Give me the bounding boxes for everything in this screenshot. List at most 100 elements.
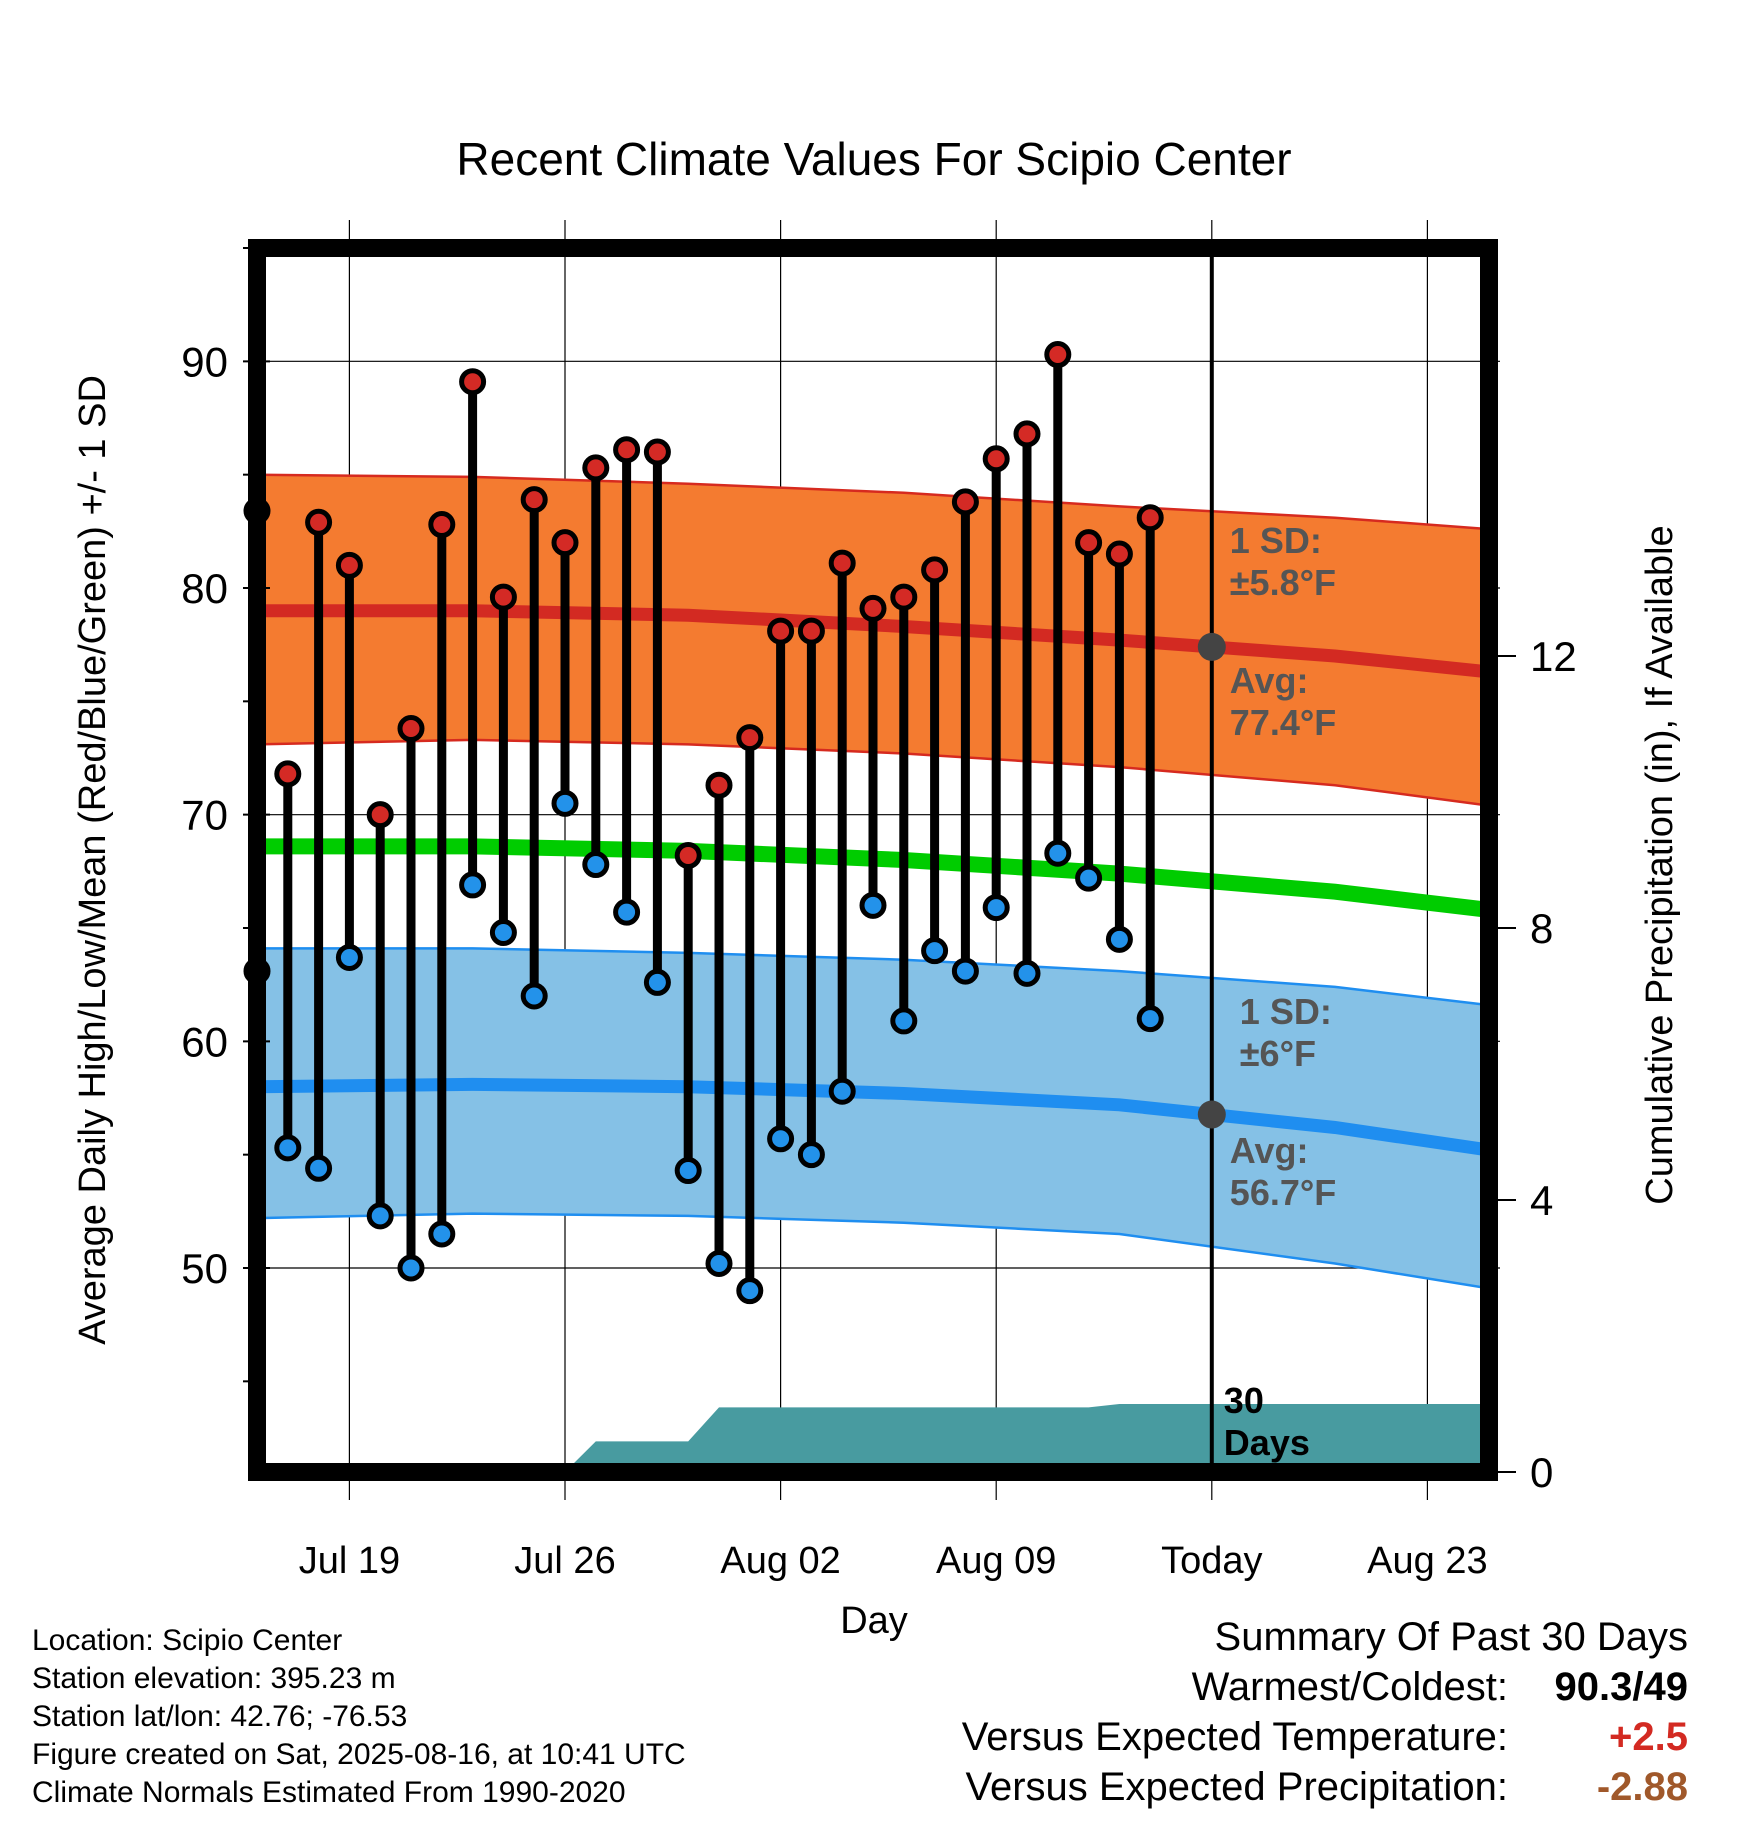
daily-high-point xyxy=(520,486,548,514)
chart-title: Recent Climate Values For Scipio Center xyxy=(456,133,1291,185)
y2-tick-label: 8 xyxy=(1530,905,1553,952)
daily-high-point xyxy=(890,583,918,611)
daily-low-point xyxy=(274,1134,302,1162)
daily-high-point xyxy=(582,454,610,482)
warmest-coldest-value: 90.3/49 xyxy=(1538,1662,1688,1712)
warmest-label: Warmest/Coldest: xyxy=(1191,1665,1508,1709)
daily-low-point xyxy=(982,894,1010,922)
observed-precip-area xyxy=(565,1404,1489,1472)
days-count-label: 30 xyxy=(1224,1380,1264,1421)
x-tick-label: Jul 26 xyxy=(514,1540,615,1582)
daily-high-point xyxy=(335,551,363,579)
daily-low-point xyxy=(705,1249,733,1277)
daily-low-point xyxy=(921,937,949,965)
x-tick-label: Aug 23 xyxy=(1367,1540,1487,1582)
precipitation-layer xyxy=(565,1404,1489,1472)
daily-low-point xyxy=(1136,1005,1164,1033)
daily-low-point xyxy=(890,1007,918,1035)
daily-high-point xyxy=(797,617,825,645)
low-normal-line xyxy=(257,1077,1489,1157)
axes: 50 60 70 80 90 0 4 8 12 Jul 19 Jul 26 Aug 02 Aug 09 T… xyxy=(181,247,1577,1582)
y2-tick-label: 12 xyxy=(1530,633,1577,680)
created-text: Figure created on Sat, 2025-08-16, at 10… xyxy=(32,1738,686,1771)
daily-low-point xyxy=(305,1154,333,1182)
x-tick-label: Today xyxy=(1161,1540,1262,1582)
x-tick-label: Aug 09 xyxy=(936,1540,1056,1582)
summary-precip-row: Versus Expected Precipitation: -2.88 xyxy=(962,1762,1688,1812)
summary-panel: Summary Of Past 30 Days Warmest/Coldest:… xyxy=(962,1612,1688,1812)
precip-value: -2.88 xyxy=(1596,1765,1688,1809)
daily-low-point xyxy=(613,898,641,926)
daily-low-point xyxy=(674,1157,702,1185)
daily-low-point xyxy=(859,891,887,919)
elevation-text: Station elevation: 395.23 m xyxy=(32,1662,396,1695)
station-info: Location: Scipio Center Station elevatio… xyxy=(32,1622,686,1812)
plot-frame xyxy=(248,239,1498,1481)
daily-low-point xyxy=(643,968,671,996)
low-sd-band-lower-edge xyxy=(257,1212,1489,1290)
high-avg-value: 77.4°F xyxy=(1230,702,1336,743)
y-axis-label: Average Daily High/Low/Mean (Red/Blue/Gr… xyxy=(72,375,114,1345)
daily-low-point xyxy=(797,1141,825,1169)
daily-high-point xyxy=(397,715,425,743)
high-sd-value: ±5.8°F xyxy=(1230,562,1336,603)
summary-temp-row: Versus Expected Temperature: +2.5 xyxy=(962,1712,1688,1762)
y2-axis-label: Cumulative Precipitation (in), If Availa… xyxy=(1639,525,1681,1204)
daily-low-point xyxy=(951,957,979,985)
low-sd-label: 1 SD: xyxy=(1240,991,1332,1032)
daily-high-point xyxy=(366,801,394,829)
daily-high-point xyxy=(1013,420,1041,448)
daily-low-point xyxy=(335,943,363,971)
high-sd-label: 1 SD: xyxy=(1230,520,1322,561)
temp-value: +2.5 xyxy=(1609,1715,1688,1759)
daily-low-point xyxy=(1075,864,1103,892)
daily-high-point xyxy=(274,760,302,788)
summary-title: Summary Of Past 30 Days xyxy=(962,1612,1688,1662)
daily-high-point xyxy=(859,594,887,622)
low-sd-band xyxy=(257,948,1489,1289)
today-layer xyxy=(1197,255,1226,1468)
normals-text: Climate Normals Estimated From 1990-2020 xyxy=(32,1776,626,1809)
daily-low-point xyxy=(767,1125,795,1153)
low-avg-value: 56.7°F xyxy=(1230,1172,1336,1213)
daily-high-point xyxy=(1136,504,1164,532)
y-tick-label: 60 xyxy=(181,1018,228,1065)
y2-tick-label: 0 xyxy=(1530,1449,1553,1496)
high-avg-label: Avg: xyxy=(1230,660,1309,701)
coldest-value: /49 xyxy=(1632,1665,1688,1709)
summary-title-text: Summary Of Past 30 Days xyxy=(1214,1615,1688,1659)
daily-high-point xyxy=(1044,341,1072,369)
daily-low-point xyxy=(736,1277,764,1305)
x-tick-label: Aug 02 xyxy=(720,1540,840,1582)
daily-low-point xyxy=(459,871,487,899)
low-avg-label: Avg: xyxy=(1230,1130,1309,1171)
daily-high-point xyxy=(767,617,795,645)
daily-high-point xyxy=(705,771,733,799)
daily-high-point xyxy=(921,556,949,584)
daily-high-point xyxy=(643,438,671,466)
daily-high-point xyxy=(982,445,1010,473)
daily-low-point xyxy=(1013,959,1041,987)
daily-low-point xyxy=(551,789,579,817)
daily-low-point xyxy=(397,1254,425,1282)
precip-label: Versus Expected Precipitation: xyxy=(965,1765,1508,1809)
daily-high-point xyxy=(1105,540,1133,568)
daily-high-point xyxy=(613,436,641,464)
daily-low-point xyxy=(428,1220,456,1248)
daily-high-point xyxy=(951,488,979,516)
daily-high-point xyxy=(489,583,517,611)
y-tick-label: 90 xyxy=(181,338,228,385)
y-tick-label: 70 xyxy=(181,792,228,839)
daily-high-point xyxy=(428,511,456,539)
x-axis-label: Day xyxy=(840,1600,908,1642)
summary-warmest-row: Warmest/Coldest: 90.3/49 xyxy=(962,1662,1688,1712)
daily-high-point xyxy=(674,841,702,869)
daily-low-point xyxy=(1044,839,1072,867)
daily-low-point xyxy=(489,919,517,947)
temp-label: Versus Expected Temperature: xyxy=(961,1715,1508,1759)
y-tick-label: 50 xyxy=(181,1245,228,1292)
location-text: Location: Scipio Center xyxy=(32,1624,343,1657)
daily-low-point xyxy=(582,851,610,879)
